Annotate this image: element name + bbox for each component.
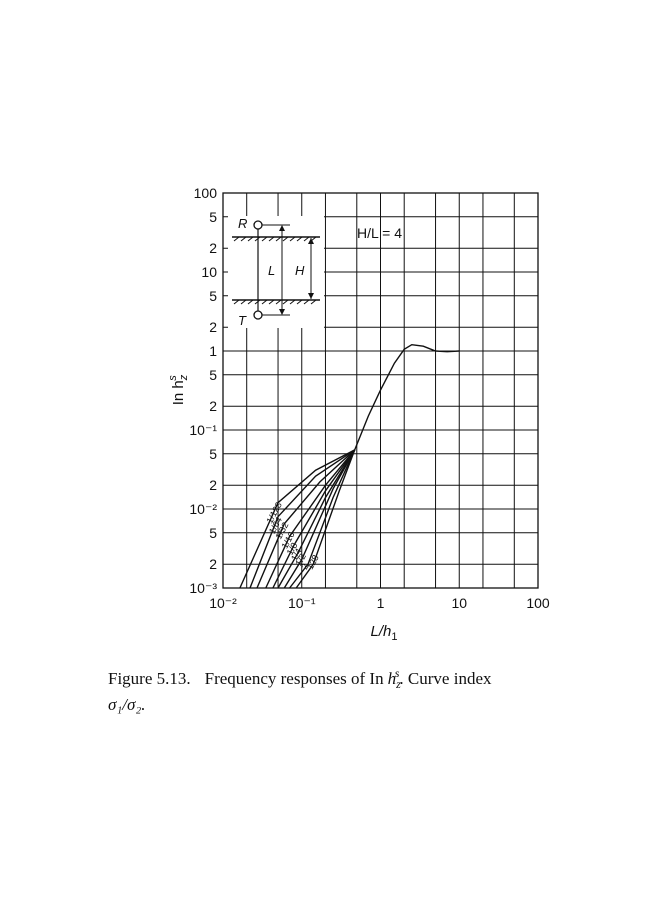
curve-label: 128	[305, 553, 321, 571]
curve	[265, 449, 356, 589]
y-tick-label: 10⁻²	[189, 501, 217, 517]
curve	[354, 343, 460, 451]
x-axis-label: L/h1	[371, 623, 398, 643]
y-tick-label: 5	[209, 288, 217, 304]
curve	[249, 449, 356, 589]
transmitter	[253, 310, 263, 320]
x-label-base: L/h	[371, 623, 392, 640]
caption-text: Frequency responses of In	[205, 669, 384, 688]
caption-label: Figure 5.13.	[108, 669, 191, 688]
x-tick-label: 10⁻²	[209, 595, 237, 611]
y-label-base: In h	[170, 380, 187, 405]
x-tick-label: 10	[451, 595, 467, 611]
caption-sup: s	[395, 666, 400, 680]
y-tick-label: 5	[209, 525, 217, 541]
y-tick-label: 5	[209, 367, 217, 383]
y-tick-label: 5	[209, 446, 217, 462]
hatching	[233, 236, 317, 305]
y-tick-label: 2	[209, 398, 217, 414]
x-label-sub: 1	[391, 631, 397, 643]
receiver	[253, 220, 263, 230]
y-tick-label: 10⁻³	[189, 580, 217, 596]
caption-symbol: h	[388, 669, 397, 688]
annotation: H/L = 4	[357, 225, 402, 241]
caption-sub: z	[395, 677, 401, 691]
curve	[272, 449, 356, 589]
inset-background	[228, 216, 324, 328]
curve	[239, 449, 356, 589]
inset-label: T	[238, 313, 247, 328]
curve	[283, 449, 356, 589]
caption-rest: . Curve index	[399, 669, 492, 688]
y-label-sub: z	[178, 374, 190, 381]
x-tick-label: 10⁻¹	[288, 595, 316, 611]
x-tick-label: 100	[526, 595, 550, 611]
inset-diagram: R T L H	[228, 216, 324, 328]
y-label-sup: s	[167, 375, 179, 381]
y-tick-label: 10	[201, 264, 217, 280]
inset-label: H	[295, 263, 305, 278]
x-tick-label: 1	[377, 595, 385, 611]
inset-label: L	[268, 263, 275, 278]
inset-label: R	[238, 216, 247, 231]
plot-frame	[222, 192, 539, 589]
y-tick-label: 2	[209, 477, 217, 493]
curve	[295, 449, 356, 589]
y-tick-label: 2	[209, 556, 217, 572]
y-tick-label: 5	[209, 209, 217, 225]
curve	[289, 449, 356, 589]
caption: Figure 5.13. Frequency responses of In hzs…	[108, 666, 492, 691]
y-tick-label: 2	[209, 319, 217, 335]
curve-label: 2	[299, 562, 310, 571]
curve	[277, 449, 356, 589]
y-axis-label: In hzs	[167, 374, 190, 405]
y-tick-label: 10⁻¹	[189, 422, 217, 438]
y-tick-label: 100	[194, 185, 218, 201]
caption-line: σ₁/σ₂.	[108, 695, 146, 714]
y-tick-label: 2	[209, 240, 217, 256]
curve	[256, 449, 356, 589]
y-tick-label: 1	[209, 343, 217, 359]
